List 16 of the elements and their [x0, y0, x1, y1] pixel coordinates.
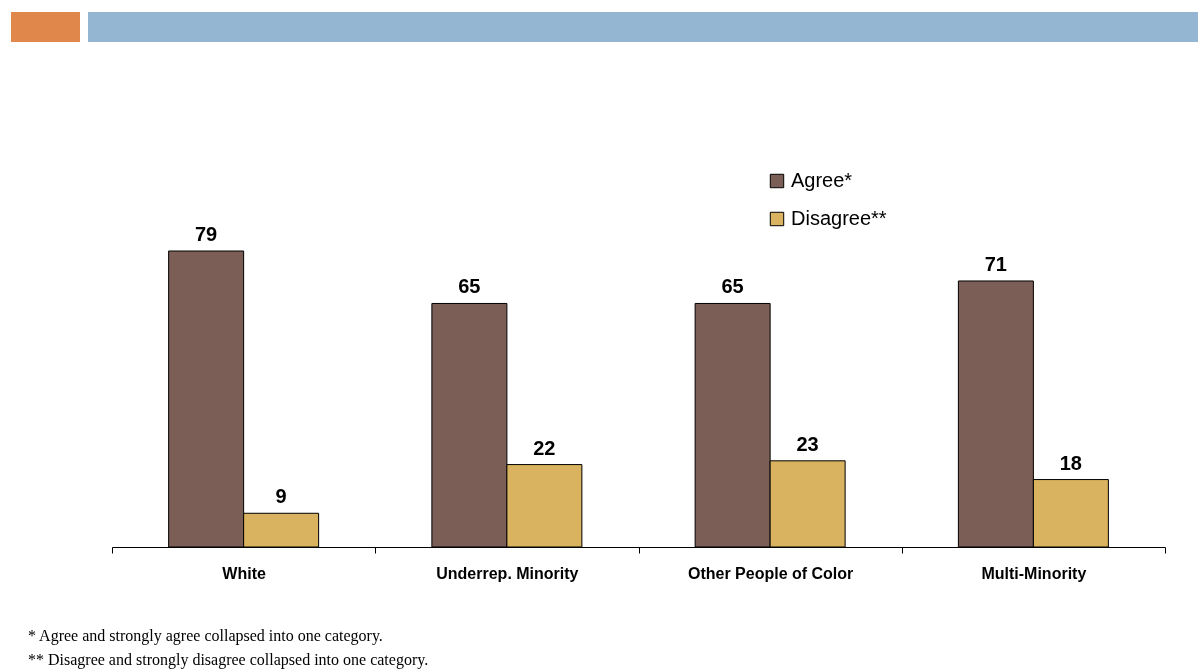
data-label: 22	[533, 436, 556, 459]
data-label: 79	[195, 223, 218, 245]
x-tick-label: Other People of Color	[687, 564, 854, 582]
data-label: 9	[275, 485, 287, 508]
data-label: 65	[721, 275, 744, 298]
x-tick-label: Multi-Minority	[981, 564, 1087, 582]
legend-label: Disagree**	[791, 207, 887, 229]
text: * Agree and strongly agree collapsed into one category.	[28, 626, 384, 647]
x-tick-label: White	[222, 564, 266, 582]
data-label: 65	[458, 275, 481, 298]
data-label: 18	[1059, 451, 1082, 474]
x-tick-label: Underrep. Minority	[436, 564, 579, 582]
data-label: 23	[796, 432, 819, 455]
text: ** Disagree and strongly disagree collapsed into one category.	[28, 650, 429, 671]
data-label: 71	[984, 252, 1007, 275]
legend-label: Agree*	[791, 169, 853, 191]
